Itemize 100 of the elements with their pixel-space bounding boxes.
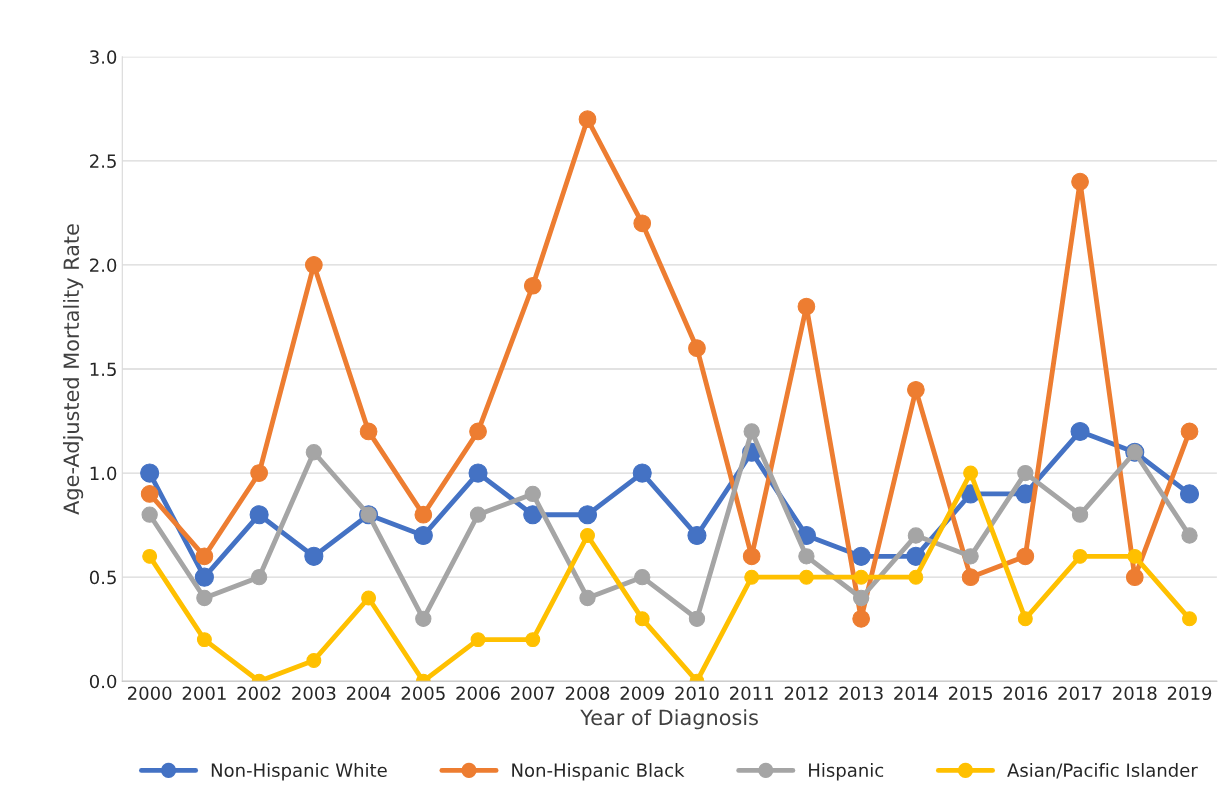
x-axis-title: Year of Diagnosis (580, 709, 758, 730)
point (907, 380, 925, 399)
y-tick-label: 0.0 (89, 674, 117, 689)
x-tick-label: 2008 (565, 686, 610, 701)
point (577, 505, 598, 525)
x-tick-label: 2001 (182, 686, 226, 701)
point (798, 569, 814, 585)
x-tick-label: 2018 (1113, 686, 1157, 701)
legend-label: Asian/Pacific Islander (1007, 763, 1198, 779)
point (1181, 527, 1198, 544)
x-tick-label: 2019 (1167, 686, 1212, 701)
point (852, 589, 870, 607)
point (250, 569, 268, 586)
point (468, 463, 488, 483)
y-tick-label: 0.5 (89, 570, 116, 585)
point (140, 463, 160, 483)
point (579, 589, 596, 607)
point (196, 632, 212, 648)
x-tick-label: 2000 (128, 686, 172, 701)
point (632, 463, 652, 483)
point (523, 505, 543, 525)
point (413, 525, 433, 546)
point (798, 548, 815, 565)
x-tick-label: 2016 (1003, 686, 1048, 701)
point (196, 589, 213, 607)
point (194, 567, 214, 587)
point (195, 547, 214, 566)
point (687, 525, 707, 546)
legend-label: Non-Hispanic Black (512, 763, 685, 781)
legend-label: Hispanic (809, 763, 884, 781)
y-tick-label: 2.0 (90, 258, 117, 273)
point (305, 444, 323, 461)
point (742, 547, 761, 566)
x-tick-label: 2006 (456, 686, 500, 701)
point (249, 505, 269, 525)
x-tick-label: 2011 (730, 686, 773, 701)
point (525, 632, 541, 648)
y-axis-title: Age-Adjusted Mortality Rate (63, 224, 84, 515)
point (1017, 611, 1033, 627)
y-tick-label: 3.0 (90, 50, 117, 64)
point (1072, 548, 1088, 564)
x-tick-label: 2015 (948, 686, 992, 701)
point (1127, 548, 1143, 564)
y-tick-label: 1.5 (90, 362, 116, 377)
point (962, 548, 979, 565)
x-tick-label: 2014 (894, 686, 938, 701)
point (141, 506, 158, 523)
point (305, 256, 323, 274)
point (961, 568, 980, 587)
point (470, 632, 486, 648)
point (580, 528, 595, 543)
point (797, 297, 816, 316)
point (743, 423, 760, 440)
point (634, 611, 650, 627)
point (414, 505, 433, 524)
point (469, 422, 487, 441)
x-tick-label: 2004 (346, 686, 391, 701)
point (250, 464, 268, 482)
point (523, 276, 542, 295)
point (853, 569, 869, 585)
point (1071, 506, 1089, 523)
x-tick-label: 2010 (675, 686, 719, 701)
point (524, 485, 541, 503)
y-tick-label: 2.5 (90, 154, 116, 168)
legend-label: Non-Hispanic White (211, 763, 387, 781)
point (1180, 422, 1199, 441)
point (1017, 464, 1034, 482)
point (688, 610, 706, 627)
point (140, 485, 159, 503)
point (306, 652, 322, 668)
x-tick-label: 2009 (620, 686, 664, 701)
point (1071, 172, 1089, 191)
x-tick-label: 2003 (292, 686, 336, 701)
point (1125, 568, 1144, 587)
x-tick-label: 2005 (401, 686, 445, 701)
x-tick-label: 2012 (784, 686, 828, 701)
x-tick-label: 2002 (237, 686, 281, 701)
point (852, 609, 870, 628)
point (908, 569, 924, 585)
point (851, 546, 871, 566)
point (1179, 484, 1200, 504)
point (634, 569, 651, 586)
x-tick-label: 2007 (511, 686, 555, 701)
x-tick-label: 2013 (839, 686, 883, 701)
point (1070, 421, 1090, 441)
point (415, 610, 432, 627)
point (142, 548, 158, 564)
point (361, 590, 377, 606)
point (1016, 547, 1035, 566)
point (688, 339, 706, 358)
point (578, 110, 597, 129)
point (469, 506, 487, 523)
point (744, 569, 760, 585)
point (304, 546, 324, 566)
point (907, 527, 925, 544)
point (633, 214, 652, 233)
x-tick-label: 2017 (1058, 686, 1102, 701)
point (359, 422, 378, 441)
point (906, 546, 926, 566)
y-tick-label: 1.0 (90, 466, 117, 481)
